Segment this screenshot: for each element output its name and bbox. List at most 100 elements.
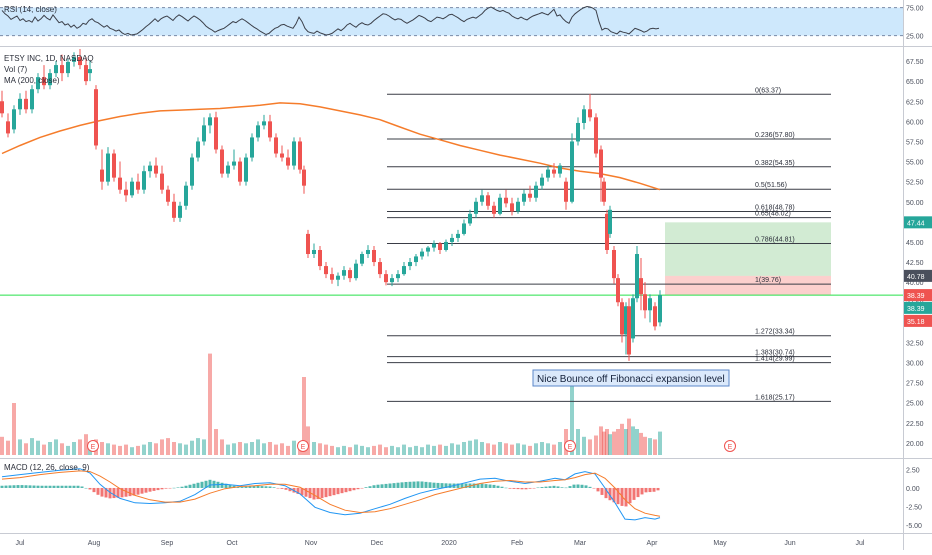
- macd-histogram-bar: [388, 483, 392, 488]
- macd-histogram-bar: [152, 487, 156, 491]
- volume-bar: [166, 438, 170, 455]
- macd-histogram-bar: [484, 484, 488, 488]
- axes-layer: 75.00 25.00 67.50 65.00 62.50 60.00 57.50 55.00…: [16, 6, 932, 547]
- macd-histogram-bar: [524, 487, 528, 490]
- macd-histogram-bar: [252, 485, 256, 488]
- candle-body: [498, 197, 502, 214]
- macd-legend[interactable]: MACD (12, 26, close, 9): [4, 463, 90, 472]
- candle-body: [639, 278, 643, 295]
- symbol-legend[interactable]: ETSY INC, 1D, NASDAQ: [4, 54, 94, 63]
- price-tick-label: 40.00: [906, 280, 924, 287]
- fib-level-label: 1.414(29.99): [755, 356, 795, 363]
- candle-body: [48, 73, 52, 86]
- macd-histogram-bar: [12, 485, 16, 488]
- earnings-marker-circle: [564, 440, 576, 452]
- price-tick-label: 50.00: [906, 200, 924, 207]
- macd-histogram-bar: [20, 485, 24, 488]
- rsi-pane[interactable]: [0, 5, 903, 37]
- macd-histogram-bar: [100, 487, 104, 497]
- macd-histogram-bar: [296, 487, 300, 494]
- price-label-text: 35.18: [907, 319, 925, 326]
- candle-body: [18, 98, 22, 110]
- price-tick-label: 55.00: [906, 160, 924, 167]
- volume-legend[interactable]: Vol (7): [4, 65, 27, 74]
- candle-body: [106, 153, 110, 182]
- candle-body: [426, 247, 430, 252]
- macd-histogram-bar: [0, 485, 4, 488]
- candle-body: [360, 254, 364, 264]
- macd-histogram-bar: [356, 487, 360, 490]
- macd-histogram-bar: [120, 487, 124, 498]
- price-pane[interactable]: 0(63.37) 0.236(57.80) 0.382(54.35) 0.5(51.5…: [0, 49, 903, 455]
- candle-body: [444, 241, 448, 250]
- candle-body: [166, 189, 170, 202]
- price-tick-label: 42.50: [906, 260, 924, 267]
- candle-body: [60, 65, 64, 74]
- macd-pane[interactable]: [0, 468, 661, 521]
- candle-body: [262, 121, 266, 126]
- time-axis-label: May: [713, 540, 727, 547]
- macd-histogram-bar: [44, 485, 48, 488]
- earnings-marker: E: [564, 440, 576, 452]
- candle-body: [36, 77, 40, 90]
- candle-body: [78, 57, 82, 66]
- macd-histogram-bar: [196, 482, 200, 488]
- volume-bar: [510, 444, 514, 455]
- candle-body: [635, 254, 639, 299]
- volume-bar: [605, 429, 609, 455]
- volume-bar: [627, 418, 631, 455]
- fib-level-label: 1.383(30.74): [755, 350, 795, 357]
- volume-bar: [24, 443, 28, 455]
- fib-level-label: 0.236(57.80): [755, 132, 795, 139]
- candle-body: [612, 249, 616, 279]
- macd-histogram-bar: [632, 487, 636, 500]
- volume-bar: [238, 442, 242, 455]
- macd-histogram-bar: [304, 487, 308, 497]
- candle-body: [302, 169, 306, 186]
- rsi-tick-label: 25.00: [906, 34, 924, 41]
- macd-tick-label: 2.50: [906, 467, 920, 474]
- volume-bar: [480, 442, 484, 455]
- candle-body: [420, 251, 424, 257]
- volume-bar: [130, 447, 134, 455]
- volume-bar: [635, 429, 639, 455]
- macd-histogram-bar: [92, 487, 96, 493]
- ma-legend[interactable]: MA (200, close): [4, 76, 60, 85]
- candle-body: [178, 205, 182, 218]
- annotation-text: Nice Bounce off Fibonacci expansion leve…: [537, 374, 725, 385]
- rsi-legend[interactable]: RSI (14, close): [4, 5, 57, 14]
- candle-body: [540, 177, 544, 186]
- macd-histogram-bar: [132, 487, 136, 496]
- volume-bar: [612, 431, 616, 455]
- candle-body: [0, 101, 4, 114]
- macd-histogram-bar: [512, 487, 516, 489]
- macd-histogram-bar: [476, 483, 480, 488]
- volume-bar: [534, 443, 538, 455]
- macd-histogram-bar: [416, 481, 420, 488]
- price-label-text: 47.44: [907, 220, 925, 227]
- macd-histogram-bar: [180, 486, 184, 488]
- price-tick-label: 52.50: [906, 180, 924, 187]
- volume-bar: [268, 442, 272, 455]
- macd-histogram-bar: [584, 485, 588, 488]
- candle-body: [232, 161, 236, 166]
- volume-bar: [208, 353, 212, 455]
- volume-bar: [60, 443, 64, 455]
- volume-bar: [274, 444, 278, 455]
- earnings-marker-circle: [297, 440, 309, 452]
- volume-bar: [408, 447, 412, 455]
- macd-histogram-bar: [628, 487, 632, 504]
- volume-bar: [582, 436, 586, 455]
- macd-histogram-bar: [640, 487, 644, 495]
- earnings-marker-label: E: [301, 444, 306, 451]
- volume-bar: [48, 442, 52, 455]
- candle-body: [220, 149, 224, 174]
- volume-bar: [576, 429, 580, 455]
- macd-histogram-bar: [104, 487, 108, 498]
- candle-body: [312, 249, 316, 255]
- earnings-marker-label: E: [91, 444, 96, 451]
- price-tick-label: 60.00: [906, 119, 924, 126]
- macd-histogram-bar: [420, 481, 424, 488]
- time-axis-label: Oct: [227, 540, 238, 547]
